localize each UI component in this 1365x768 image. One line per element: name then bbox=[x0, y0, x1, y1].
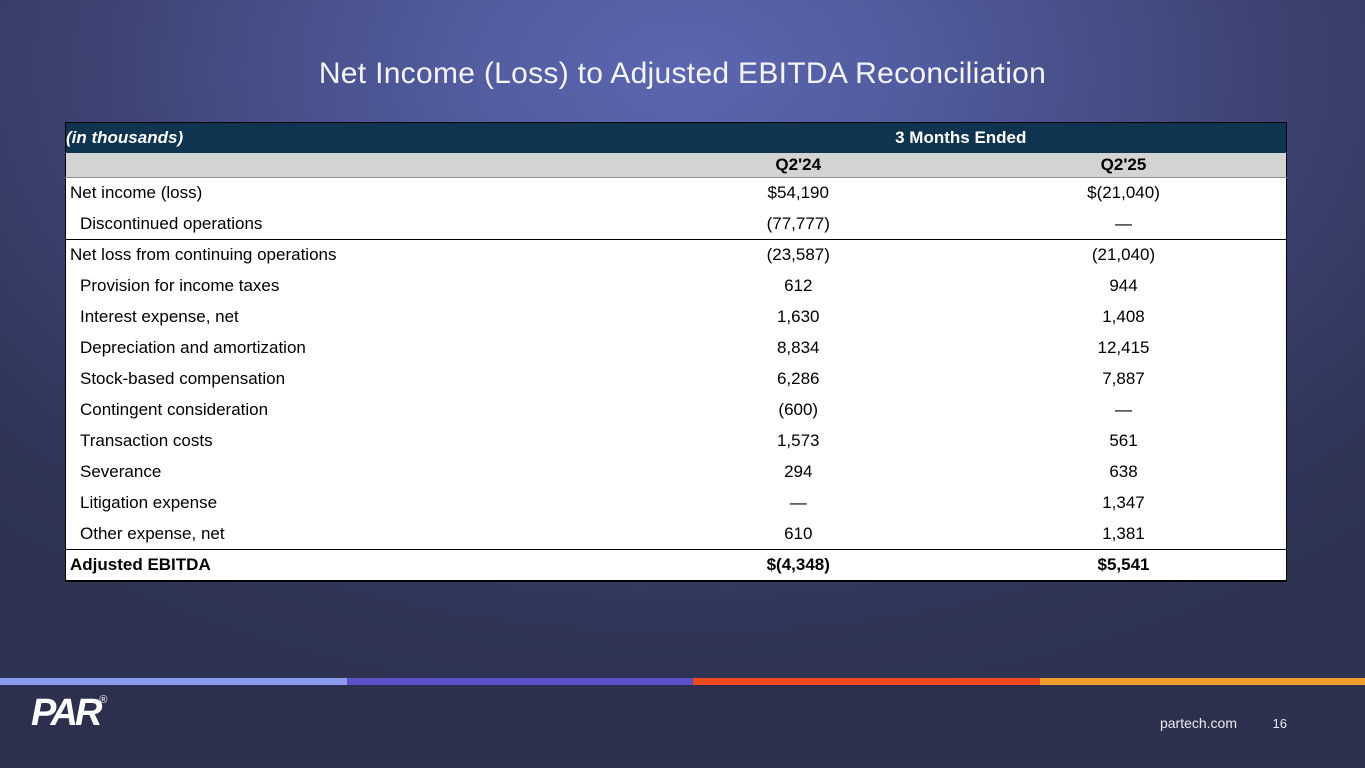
row-label: Transaction costs bbox=[65, 425, 636, 457]
column-header-q224: Q2'24 bbox=[635, 152, 961, 178]
row-label: Net income (loss) bbox=[65, 177, 636, 209]
total-row: Adjusted EBITDA $(4,348) $5,541 bbox=[65, 549, 1287, 581]
row-value-q225: $(21,040) bbox=[961, 177, 1287, 209]
table-row: Litigation expense — 1,347 bbox=[65, 487, 1287, 519]
period-header: 3 Months Ended bbox=[635, 122, 1287, 153]
table-header-row: (in thousands) 3 Months Ended bbox=[65, 122, 1287, 153]
row-value-q224: 6,286 bbox=[635, 363, 961, 395]
row-value-q225: — bbox=[961, 208, 1287, 240]
table-row: Severance 294 638 bbox=[65, 456, 1287, 488]
registered-mark: ® bbox=[99, 694, 108, 706]
table-row: Other expense, net 610 1,381 bbox=[65, 518, 1287, 550]
stripe-segment bbox=[347, 678, 693, 685]
row-label: Depreciation and amortization bbox=[65, 332, 636, 364]
row-value-q225: 944 bbox=[961, 270, 1287, 302]
row-value-q225: 638 bbox=[961, 456, 1287, 488]
row-value-q224: 294 bbox=[635, 456, 961, 488]
table-row: Discontinued operations (77,777) — bbox=[65, 208, 1287, 240]
total-value-q224: $(4,348) bbox=[635, 549, 961, 581]
row-value-q224: 610 bbox=[635, 518, 961, 550]
column-header-q225: Q2'25 bbox=[961, 152, 1287, 178]
column-header-row: Q2'24 Q2'25 bbox=[65, 152, 1287, 178]
table-row: Net income (loss) $54,190 $(21,040) bbox=[65, 177, 1287, 209]
row-label: Severance bbox=[65, 456, 636, 488]
par-logo: PAR® bbox=[31, 692, 108, 735]
table-row: Transaction costs 1,573 561 bbox=[65, 425, 1287, 457]
row-label: Stock-based compensation bbox=[65, 363, 636, 395]
reconciliation-table: (in thousands) 3 Months Ended Q2'24 Q2'2… bbox=[65, 122, 1287, 582]
page-number: 16 bbox=[1272, 716, 1287, 731]
row-label: Provision for income taxes bbox=[65, 270, 636, 302]
row-value-q225: 1,408 bbox=[961, 301, 1287, 333]
total-row-label: Adjusted EBITDA bbox=[65, 549, 636, 581]
row-value-q225: 1,347 bbox=[961, 487, 1287, 519]
row-value-q225: 7,887 bbox=[961, 363, 1287, 395]
website-text: partech.com bbox=[1159, 715, 1237, 731]
row-label: Other expense, net bbox=[65, 518, 636, 550]
page-title: Net Income (Loss) to Adjusted EBITDA Rec… bbox=[318, 57, 1047, 90]
row-value-q225: (21,040) bbox=[961, 239, 1287, 271]
total-value-q225: $5,541 bbox=[961, 549, 1287, 581]
row-value-q224: (23,587) bbox=[635, 239, 961, 271]
row-value-q224: 612 bbox=[635, 270, 961, 302]
row-value-q224: — bbox=[635, 487, 961, 519]
table-row: Net loss from continuing operations (23,… bbox=[65, 239, 1287, 271]
empty-header-cell bbox=[65, 152, 636, 178]
row-value-q224: (77,777) bbox=[635, 208, 961, 240]
row-label: Discontinued operations bbox=[65, 208, 636, 240]
row-value-q225: — bbox=[961, 394, 1287, 426]
table-row: Provision for income taxes 612 944 bbox=[65, 270, 1287, 302]
row-value-q224: (600) bbox=[635, 394, 961, 426]
row-value-q224: 1,630 bbox=[635, 301, 961, 333]
par-logo-text: PAR bbox=[31, 692, 102, 734]
footer-bar: PAR® partech.com 16 bbox=[0, 685, 1365, 768]
row-value-q224: $54,190 bbox=[635, 177, 961, 209]
row-label: Contingent consideration bbox=[65, 394, 636, 426]
stripe-segment bbox=[0, 678, 347, 685]
table-row: Depreciation and amortization 8,834 12,4… bbox=[65, 332, 1287, 364]
stripe-segment bbox=[693, 678, 1040, 685]
row-value-q224: 1,573 bbox=[635, 425, 961, 457]
stripe-segment bbox=[1040, 678, 1365, 685]
row-value-q225: 1,381 bbox=[961, 518, 1287, 550]
row-label: Net loss from continuing operations bbox=[65, 239, 636, 271]
row-value-q224: 8,834 bbox=[635, 332, 961, 364]
row-value-q225: 12,415 bbox=[961, 332, 1287, 364]
units-label: (in thousands) bbox=[65, 122, 636, 153]
table-row: Interest expense, net 1,630 1,408 bbox=[65, 301, 1287, 333]
table-row: Contingent consideration (600) — bbox=[65, 394, 1287, 426]
accent-stripe bbox=[0, 678, 1365, 685]
table-row: Stock-based compensation 6,286 7,887 bbox=[65, 363, 1287, 395]
row-label: Litigation expense bbox=[65, 487, 636, 519]
row-label: Interest expense, net bbox=[65, 301, 636, 333]
row-value-q225: 561 bbox=[961, 425, 1287, 457]
